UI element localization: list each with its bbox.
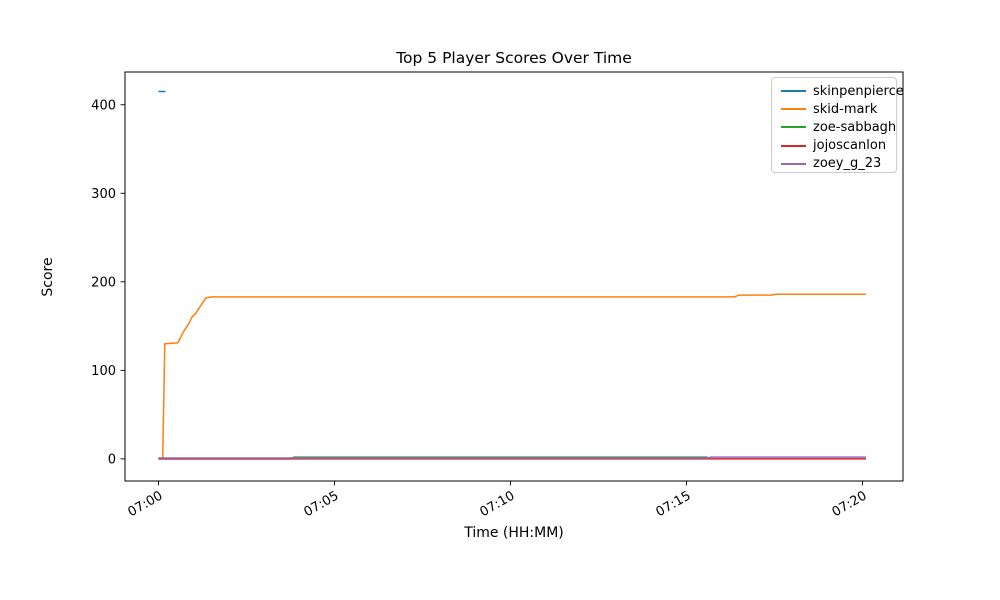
legend-swatch-line (781, 90, 806, 93)
legend-label: jojoscanlon (813, 138, 887, 154)
y-tick-label: 0 (108, 452, 116, 467)
legend-label: zoey_g_23 (813, 156, 882, 172)
legend-item-jojoscanlon: jojoscanlon (772, 137, 896, 155)
legend-swatch-line (781, 144, 806, 147)
y-tick-label: 400 (91, 98, 116, 113)
legend-item-zoey_g_23: zoey_g_23 (772, 155, 896, 173)
plot-border (124, 71, 904, 482)
chart-title: Top 5 Player Scores Over Time (395, 49, 632, 67)
series-group (158, 90, 866, 460)
y-tick-label: 200 (91, 275, 116, 290)
x-tick-label: 07:10 (478, 488, 518, 520)
legend-label: zoe-sabbagh (813, 119, 897, 135)
x-tick-label: 07:15 (654, 488, 694, 520)
series-line-skid-mark (161, 293, 866, 459)
legend-swatch-line (781, 162, 806, 165)
legend-item-zoe-sabbagh: zoe-sabbagh (772, 118, 896, 136)
legend-swatch-line (781, 126, 806, 129)
legend-item-skid-mark: skid-mark (772, 100, 896, 118)
legend-item-skinpenpierce: skinpenpierce (772, 82, 904, 100)
legend-label: skinpenpierce (813, 83, 904, 99)
x-tick-label: 07:20 (830, 488, 870, 520)
legend: skinpenpierce skid-mark zoe-sabbagh jojo… (771, 77, 904, 173)
series-line-zoey_g_23 (158, 456, 866, 459)
x-tick-label: 07:05 (302, 488, 342, 520)
x-tick-label: 07:00 (125, 488, 165, 520)
y-tick-label: 300 (91, 187, 116, 202)
x-axis-label: Time (HH:MM) (463, 525, 564, 541)
y-axis-label: Score (40, 257, 56, 296)
legend-swatch-line (781, 108, 806, 111)
y-tick-label: 100 (91, 364, 116, 379)
legend-label: skid-mark (813, 101, 878, 117)
